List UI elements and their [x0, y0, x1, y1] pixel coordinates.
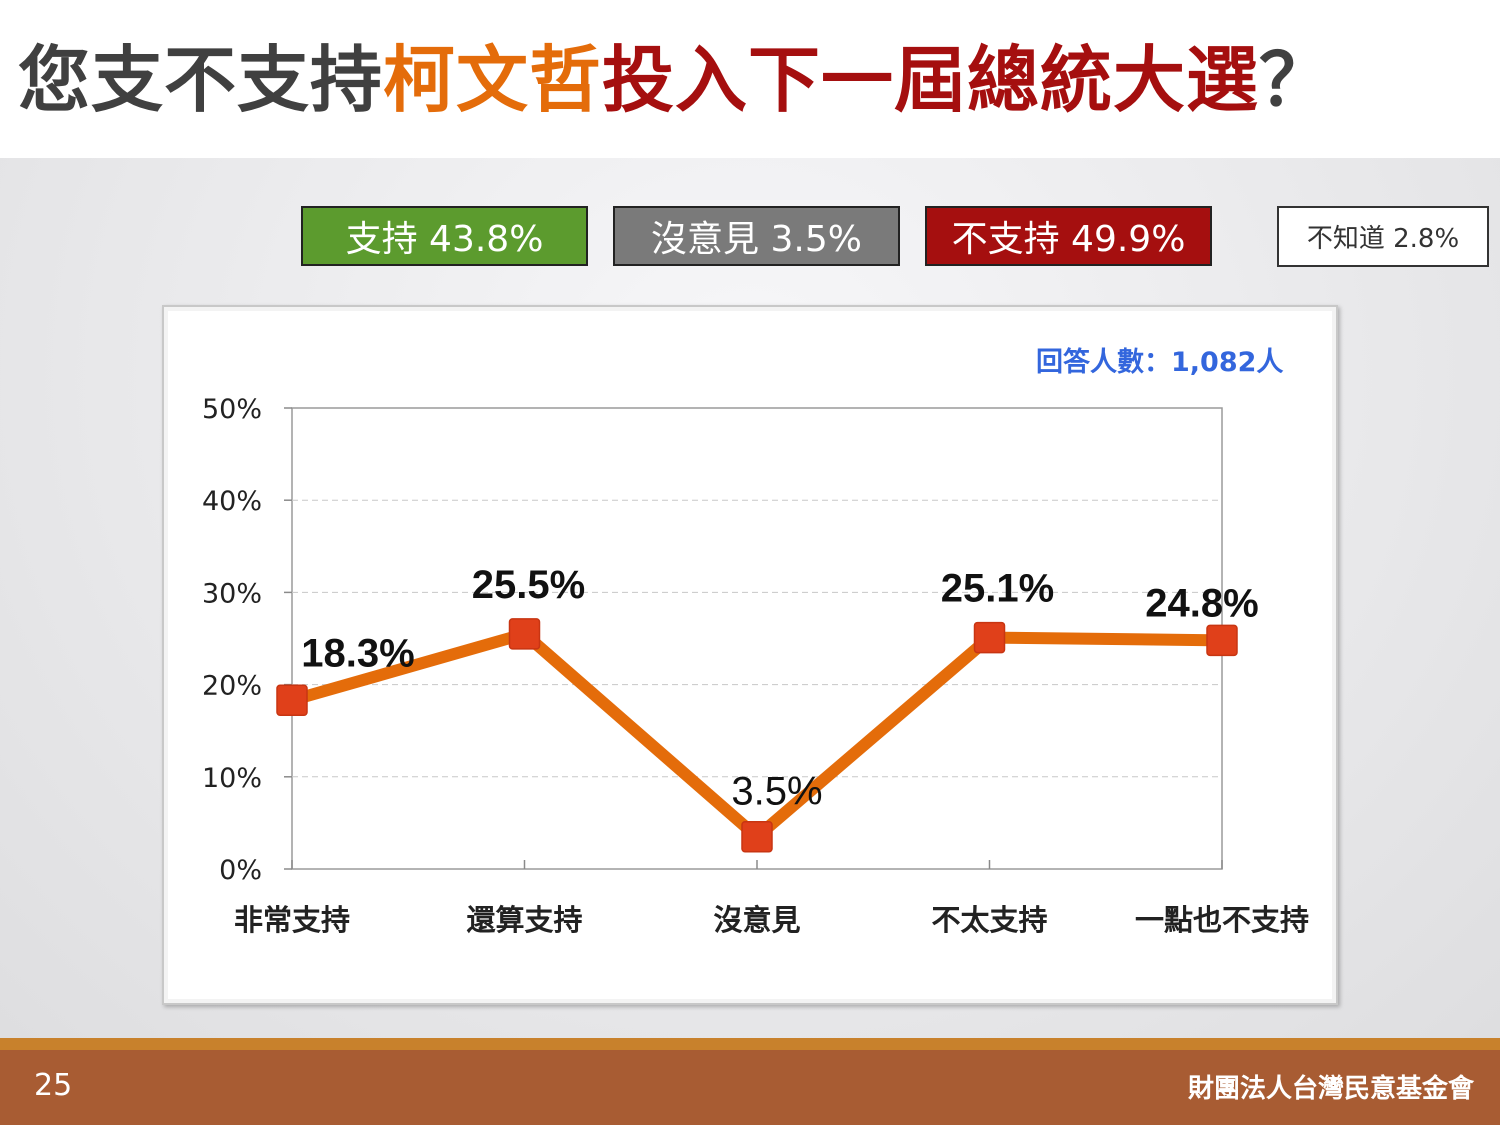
- y-tick-label: 10%: [202, 763, 262, 794]
- data-label: 25.1%: [941, 567, 1054, 611]
- y-tick-label: 0%: [219, 855, 262, 886]
- data-point-marker: [276, 684, 308, 717]
- title-part-4: ？: [1259, 38, 1333, 122]
- neutral-total-badge: 沒意見 3.5%: [613, 206, 900, 266]
- y-tick-label: 50%: [202, 394, 262, 425]
- footer-stripe: [0, 1038, 1500, 1050]
- y-tick-label: 30%: [202, 578, 262, 609]
- data-point-marker: [741, 820, 773, 853]
- data-label: 24.8%: [1145, 581, 1258, 625]
- data-label: 25.5%: [472, 563, 585, 607]
- chart-panel: [162, 305, 1338, 1005]
- data-label: 18.3%: [301, 631, 414, 675]
- x-category-label: 沒意見: [713, 903, 800, 937]
- title-bar: 您支不支持柯文哲投入下一屆總統大選？: [0, 0, 1500, 158]
- y-tick-label: 40%: [202, 486, 262, 517]
- oppose-total-badge: 不支持 49.9%: [925, 206, 1212, 266]
- data-point-marker: [1206, 624, 1238, 657]
- organization-name: 財團法人台灣民意基金會: [1187, 1074, 1474, 1104]
- data-label: 3.5%: [731, 770, 822, 814]
- x-category-label: 非常支持: [234, 903, 350, 937]
- page-number: 25: [34, 1068, 73, 1103]
- unknown-total-badge: 不知道 2.8%: [1277, 206, 1489, 267]
- y-tick-label: 20%: [202, 671, 262, 702]
- x-category-label: 不太支持: [931, 903, 1047, 937]
- title-part-1: 您支不支持: [18, 38, 384, 122]
- data-point-marker: [508, 618, 541, 650]
- page-title: 您支不支持柯文哲投入下一屆總統大選？: [18, 30, 1332, 130]
- footer-bar: [0, 1050, 1500, 1125]
- title-part-2: 柯文哲: [383, 38, 603, 122]
- x-category-label: 還算支持: [466, 903, 582, 937]
- title-part-3: 投入下一屆總統大選: [602, 38, 1260, 122]
- respondent-count: 回答人數：1,082人: [1036, 347, 1284, 378]
- support-total-badge: 支持 43.8%: [301, 206, 588, 266]
- data-point-marker: [973, 621, 1006, 654]
- x-category-label: 一點也不支持: [1135, 903, 1309, 937]
